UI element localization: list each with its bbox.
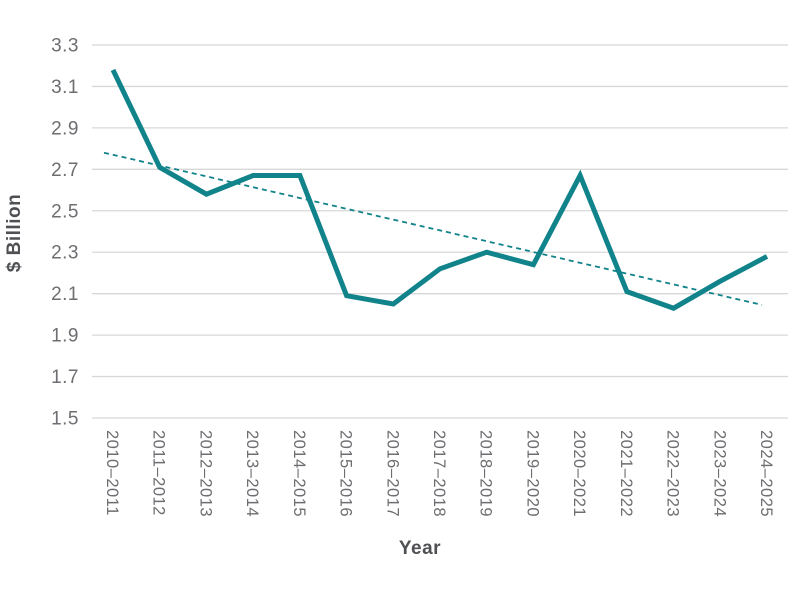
y-tick-label: 2.7 [51,160,79,181]
y-tick-label: 2.3 [51,243,79,264]
y-tick-label: 1.5 [51,409,79,430]
x-tick-label: 2014–2015 [290,430,308,517]
y-tick-label: 2.1 [51,284,79,305]
y-tick-label: 1.9 [51,326,79,347]
x-tick-label: 2010–2011 [103,430,121,516]
x-tick-label: 2012–2013 [196,430,214,517]
x-tick-label: 2016–2017 [383,430,401,517]
data-series-line [110,68,769,311]
y-tick-label: 3.1 [51,77,79,98]
x-tick-label: 2011–2012 [150,430,168,516]
x-tick-label: 2022–2023 [664,430,682,517]
y-tick-labels-group: 3.3 3.1 2.9 2.7 2.5 2.3 2.1 1.9 1.7 1.5 [51,36,79,430]
x-tick-labels-group: 2010–2011 2011–2012 2012–2013 2013–2014 2014… [103,430,775,517]
x-axis-title: Year [399,538,441,559]
x-tick-label: 2018–2019 [477,430,495,517]
trend-line [103,151,763,306]
y-tick-label: 2.5 [51,201,79,222]
y-axis-title: $ Billion [4,194,25,272]
x-tick-label: 2021–2022 [617,430,635,517]
x-tick-label: 2019–2020 [523,430,541,517]
y-tick-label: 3.3 [51,36,79,57]
x-tick-label: 2015–2016 [337,430,355,517]
x-tick-label: 2023–2024 [710,430,728,517]
y-tick-label: 1.7 [51,367,79,388]
x-tick-label: 2024–2025 [757,430,775,517]
x-tick-label: 2020–2021 [570,430,588,517]
x-tick-label: 2017–2018 [430,430,448,517]
y-tick-label: 2.9 [51,118,79,139]
gridlines-group [92,44,788,419]
x-tick-label: 2013–2014 [243,430,261,517]
